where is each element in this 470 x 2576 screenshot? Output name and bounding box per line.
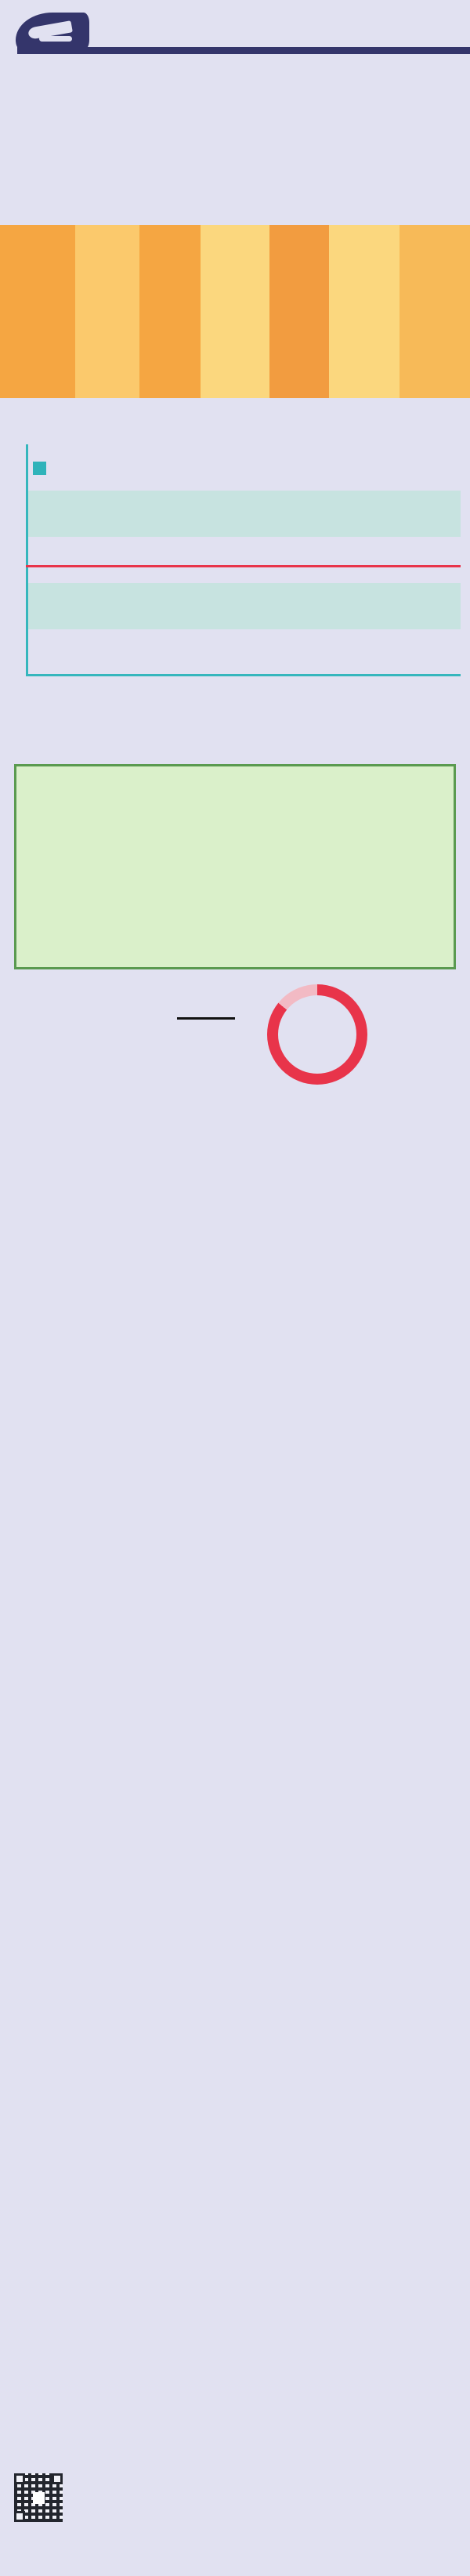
- train-logo-icon: [16, 13, 89, 50]
- legend-swatch: [33, 462, 46, 475]
- rate-fraction: [177, 1016, 235, 1021]
- bunting-garland: [0, 49, 470, 81]
- volume-chart-title: [296, 231, 462, 258]
- grid-band: [26, 583, 461, 629]
- clocks-row-1954: [0, 1225, 470, 1313]
- fraction-bar: [177, 1017, 235, 1020]
- daily-volume-chart: [0, 225, 470, 398]
- occupancy-rate: [267, 984, 367, 1085]
- y-axis: [26, 444, 28, 676]
- occupancy-donut: [267, 984, 367, 1085]
- x-axis: [26, 674, 461, 676]
- title-divider: [17, 47, 470, 54]
- clocks-row-later: [0, 1368, 470, 1456]
- qr-code: [14, 2473, 63, 2522]
- expense-reference-line: [26, 565, 461, 567]
- occupancy-panel: [14, 764, 456, 969]
- china-mileage: [132, 1911, 139, 1972]
- grid-band: [26, 491, 461, 537]
- railway-track: [0, 1983, 470, 2541]
- fare-axis-label: [118, 1777, 286, 1779]
- revenue-chart: [0, 423, 470, 705]
